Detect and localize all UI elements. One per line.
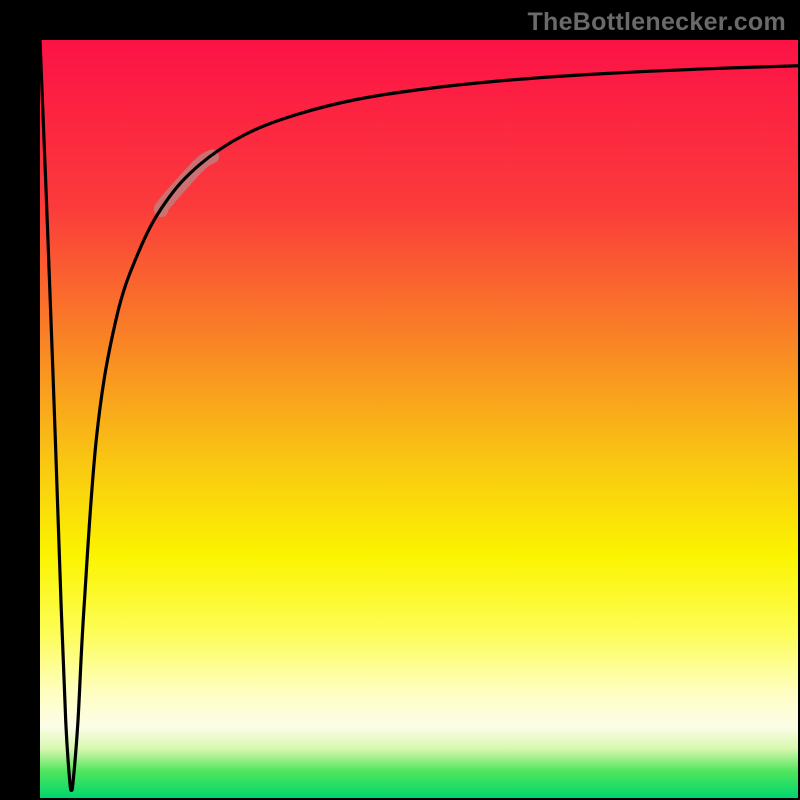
watermark-text: TheBottlenecker.com (527, 8, 786, 37)
gradient-background (40, 40, 798, 798)
plot-svg (40, 40, 798, 798)
bottleneck-chart: TheBottlenecker.com (0, 0, 800, 800)
